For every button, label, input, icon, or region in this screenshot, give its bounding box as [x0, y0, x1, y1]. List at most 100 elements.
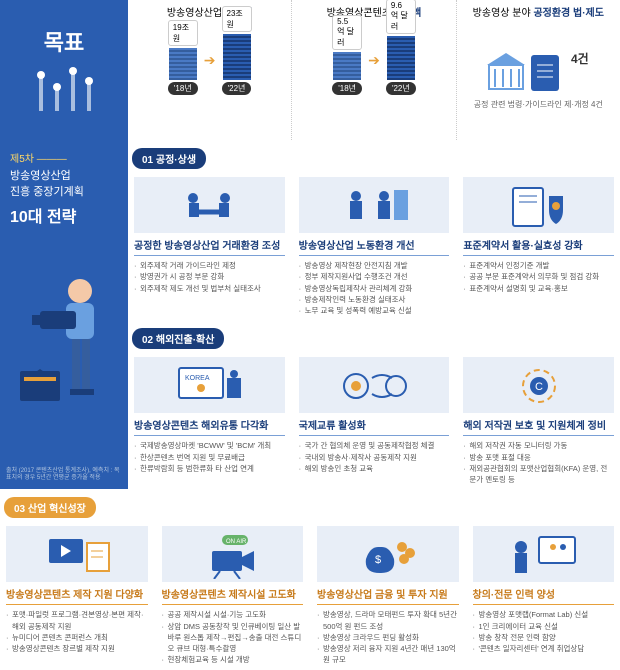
goal-column: 방송영상 분야 공정환경 법·제도 4건 공정 관련 법령·가이드라인 제·개정… — [457, 0, 620, 140]
strategy-card: 국제교류 활성화 국가 간 협의체 운영 및 공동제작협정 체결국내외 방송사·… — [293, 353, 456, 489]
list-item: 노무 교육 및 성폭력 예방교육 신설 — [299, 305, 450, 316]
goal-figure: 19조 원'18년 ➔ 23조 원'22년 — [134, 25, 285, 95]
list-item: 방송 창작 전문 인력 함양 — [473, 632, 615, 643]
card-title: 표준계약서 활용·실효성 강화 — [463, 237, 614, 256]
svg-text:$: $ — [375, 554, 381, 566]
strategy-card: 표준계약서 활용·실효성 강화 표준계약서 인정기준 개발공공 부문 표준계약서… — [457, 173, 620, 320]
card-icon-box — [463, 177, 614, 233]
list-item: 방송영상콘텐츠 장르별 제작 지원 — [6, 643, 148, 654]
goal-figure: 4건 — [463, 25, 614, 95]
strategy-card: 창의·전문 인력 양성 방송영상 포맷랩(Format Lab) 신설1인 크리… — [467, 522, 620, 669]
camera-onair-icon: ON AIR — [194, 529, 270, 579]
bar-before: 5.5 억 달러'18년 — [332, 15, 362, 95]
card-list: 표준계약서 인정기준 개발공공 부문 표준계약서 의무화 및 점검 강화표준계약… — [463, 260, 614, 294]
play-doc-icon — [39, 529, 115, 579]
list-item: 외주제작 제도 개선 및 법부처 실태조사 — [134, 283, 285, 294]
handshake-icon — [171, 180, 247, 230]
card-list: 국가 간 협의체 운영 및 공동제작협정 체결국내외 방송사·제작사 공동제작 … — [299, 440, 450, 474]
card-title: 방송영상콘텐츠 해외유통 다각화 — [134, 417, 285, 436]
card-title: 해외 저작권 보호 및 지원체계 정비 — [463, 417, 614, 436]
goal-figure: 5.5 억 달러'18년 ➔ 9.6 억 달러'22년 — [298, 25, 449, 95]
globe-exchange-icon — [336, 360, 412, 410]
bar-before: 19조 원'18년 — [168, 20, 198, 95]
card-title: 창의·전문 인력 양성 — [473, 586, 615, 605]
list-item: 한류박람회 등 범한류화 타 산업 연계 — [134, 463, 285, 474]
svg-text:4건: 4건 — [571, 51, 589, 66]
korea-screen-icon: KOREA — [171, 360, 247, 410]
goal-column: 방송영상콘텐츠 수출액 5.5 억 달러'18년 ➔ 9.6 억 달러'22년 — [292, 0, 456, 140]
shield-doc-icon — [501, 180, 577, 230]
section-tag: 02 해외진출·확산 — [132, 328, 224, 349]
sidebar-line1: 방송영상산업 — [10, 167, 118, 183]
strategy-card: KOREA 방송영상콘텐츠 해외유통 다각화 국제방송영상마켓 'BCWW' 및… — [128, 353, 291, 489]
money-bag-icon: $ — [350, 529, 426, 579]
list-item: 뉴미디어 콘텐츠 콘퍼런스 개최 — [6, 632, 148, 643]
card-icon-box — [6, 526, 148, 582]
person-board-icon — [505, 529, 581, 579]
card-title: 방송영상콘텐츠 제작시설 고도화 — [162, 586, 304, 605]
list-item: 1인 크리에이터 교육 신설 — [473, 621, 615, 632]
sidebar: 제5차 ――― 방송영상산업 진흥 중장기계획 10대 전략 출처 (2017 … — [0, 140, 128, 489]
card-icon-box — [134, 177, 285, 233]
card-list: 국제방송영상마켓 'BCWW' 및 'BCM' 개최한상콘텐츠 번역 지원 및 … — [134, 440, 285, 474]
card-icon-box: C — [463, 357, 614, 413]
list-item: 방영권가 시 공정 부문 강화 — [134, 271, 285, 282]
goal-title: 방송영상 분야 공정환경 법·제도 — [463, 4, 614, 19]
card-title: 공정한 방송영상산업 거래환경 조성 — [134, 237, 285, 256]
list-item: 외주제작 거래 가이드라인 제정 — [134, 260, 285, 271]
card-list: 공공 제작시설 시설·기능 고도화상암 DMS 공동창작 및 인큐베이팅 일산 … — [162, 609, 304, 665]
svg-text:ON AIR: ON AIR — [226, 539, 247, 545]
card-title: 국제교류 활성화 — [299, 417, 450, 436]
section-tag: 03 산업 혁신성장 — [4, 497, 96, 518]
list-item: 공공 제작시설 시설·기능 고도화 — [162, 609, 304, 620]
card-icon-box — [299, 177, 450, 233]
strategy-card: C 해외 저작권 보호 및 지원체계 정비 해외 저작권 자동 모니터링 가동방… — [457, 353, 620, 489]
sidebar-line2: 진흥 중장기계획 — [10, 183, 118, 199]
list-item: 방송영상, 드라마 모태펀드 투자 확대 5년간 500억 원 펀드 조성 — [317, 609, 459, 632]
goal-title: 방송영상콘텐츠 수출액 — [298, 4, 449, 19]
card-list: 방송영상 제작현장 안전지침 개발정부 제작지원사업 수행조건 개선방송영상독립… — [299, 260, 450, 316]
sidebar-footnote: 출처 (2017 콘텐츠산업 통계조사), 예측치 : 목표치의 경우 5년간 … — [6, 468, 122, 484]
list-item: 상암 DMS 공동창작 및 인큐베이팅 일산 발바루 원스톱 제작→편집→송출 … — [162, 621, 304, 655]
list-item: 방송영상독립제작사 관리체계 강화 — [299, 283, 450, 294]
bar-after: 9.6 억 달러'22년 — [386, 0, 416, 95]
card-title: 방송영상산업 노동환경 개선 — [299, 237, 450, 256]
card-icon-box: $ — [317, 526, 459, 582]
list-item: '콘텐츠 일자리센터' 연계 취업상담 — [473, 643, 615, 654]
card-list: 외주제작 거래 가이드라인 제정방영권가 시 공정 부문 강화외주제작 제도 개… — [134, 260, 285, 294]
card-icon-box — [299, 357, 450, 413]
list-item: 현장체험교육 등 시설 개방 — [162, 654, 304, 665]
goal-title: 방송영상산업 매출액 — [134, 4, 285, 19]
goal-footnote: 공정 관련 법령·가이드라인 제·개정 4건 — [463, 99, 614, 110]
sidebar-header: 제5차 ――― — [10, 150, 118, 165]
section-tag: 01 공정·상생 — [132, 148, 206, 169]
card-title: 방송영상콘텐츠 제작 지원 다양화 — [6, 586, 148, 605]
list-item: 국제방송영상마켓 'BCWW' 및 'BCM' 개최 — [134, 440, 285, 451]
cards-grid: KOREA 방송영상콘텐츠 해외유통 다각화 국제방송영상마켓 'BCWW' 및… — [128, 353, 620, 489]
list-item: 방송 포맷 표절 대응 — [463, 452, 614, 463]
section: 02 해외진출·확산 KOREA 방송영상콘텐츠 해외유통 다각화 국제방송영상… — [128, 326, 620, 489]
list-item: 방송제작인력 노동환경 실태조사 — [299, 294, 450, 305]
strategy-card: 방송영상산업 노동환경 개선 방송영상 제작현장 안전지침 개발정부 제작지원사… — [293, 173, 456, 320]
card-list: 방송영상 포맷랩(Format Lab) 신설1인 크리에이터 교육 신설방송 … — [473, 609, 615, 654]
strategy-card: ON AIR 방송영상콘텐츠 제작시설 고도화 공공 제작시설 시설·기능 고도… — [156, 522, 310, 669]
list-item: 표준계약서 설명회 및 교육·홍보 — [463, 283, 614, 294]
list-item: 정부 제작지원사업 수행조건 개선 — [299, 271, 450, 282]
law-icon: 4건 — [483, 35, 593, 95]
list-item: 방송영상 제작현장 안전지침 개발 — [299, 260, 450, 271]
goal-badge: 목표 — [0, 0, 128, 140]
sidebar-title: 10대 전략 — [10, 203, 118, 227]
arrow-icon: ➔ — [204, 52, 216, 69]
list-item: 재외공관협회의 포맷산업협회(KFA) 운영, 전문가 멘토링 등 — [463, 463, 614, 486]
card-icon-box: KOREA — [134, 357, 285, 413]
list-item: 포맷·파일럿 프로그램·견본영상·본편 제작·해외 공동제작 지원 — [6, 609, 148, 632]
cameraman-illustration — [10, 241, 118, 441]
card-icon-box: ON AIR — [162, 526, 304, 582]
list-item: 방송영상 포맷랩(Format Lab) 신설 — [473, 609, 615, 620]
list-item: 국내외 방송사·제작사 공동제작 지원 — [299, 452, 450, 463]
list-item: 해외 저작권 자동 모니터링 가동 — [463, 440, 614, 451]
card-list: 포맷·파일럿 프로그램·견본영상·본편 제작·해외 공동제작 지원뉴미디어 콘텐… — [6, 609, 148, 654]
card-list: 해외 저작권 자동 모니터링 가동방송 포맷 표절 대응재외공관협회의 포맷산업… — [463, 440, 614, 485]
goal-label: 목표 — [44, 25, 84, 57]
card-list: 방송영상, 드라마 모태펀드 투자 확대 5년간 500억 원 펀드 조성방송영… — [317, 609, 459, 665]
